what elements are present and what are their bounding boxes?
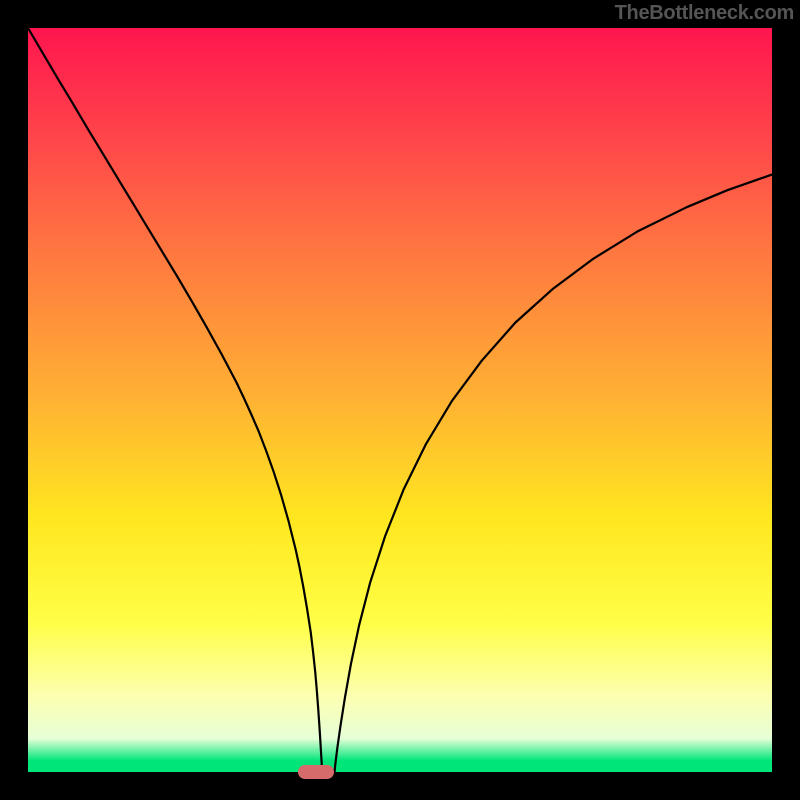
plot-area <box>28 28 772 772</box>
outer-frame: TheBottleneck.com <box>0 0 800 800</box>
optimal-marker <box>298 765 334 779</box>
bottleneck-curve <box>28 28 772 772</box>
watermark-text: TheBottleneck.com <box>615 2 794 25</box>
